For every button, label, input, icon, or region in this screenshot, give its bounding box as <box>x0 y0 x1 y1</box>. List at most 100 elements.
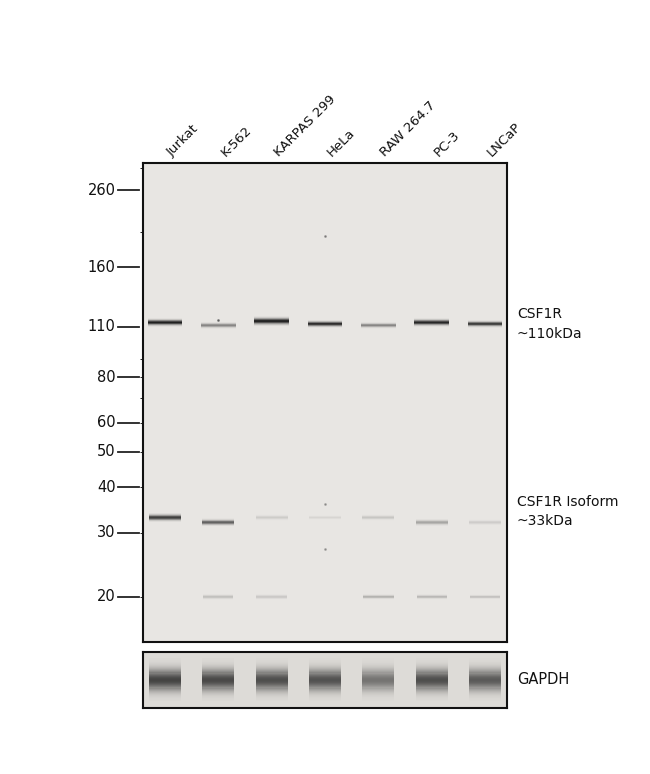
Bar <box>469 673 501 675</box>
Bar <box>469 671 501 673</box>
Bar <box>469 696 501 697</box>
Bar <box>469 693 501 694</box>
Bar <box>416 689 448 690</box>
Bar <box>255 697 287 698</box>
Bar <box>255 662 287 663</box>
Bar <box>469 668 501 670</box>
Bar <box>149 673 181 675</box>
Bar <box>255 681 287 682</box>
Bar <box>416 683 448 684</box>
Bar <box>309 689 341 690</box>
Bar <box>255 666 287 667</box>
Bar <box>363 699 395 700</box>
Bar <box>469 670 501 671</box>
Bar <box>202 689 234 690</box>
Bar <box>363 693 395 694</box>
Bar <box>363 661 395 662</box>
Bar <box>416 666 448 667</box>
Bar <box>363 685 395 687</box>
Bar <box>255 693 287 694</box>
Bar <box>469 692 501 693</box>
Bar <box>363 684 395 685</box>
Bar <box>149 664 181 665</box>
Bar <box>416 694 448 695</box>
Bar <box>363 665 395 666</box>
Bar <box>202 682 234 683</box>
Bar <box>202 665 234 666</box>
Bar <box>149 676 181 678</box>
Bar <box>469 698 501 699</box>
Bar <box>469 663 501 664</box>
Text: 20: 20 <box>97 589 116 604</box>
Bar <box>469 664 501 665</box>
Bar <box>416 659 448 661</box>
Bar <box>416 673 448 675</box>
Bar <box>149 690 181 692</box>
Bar <box>309 694 341 695</box>
Bar <box>202 663 234 664</box>
Bar <box>149 683 181 684</box>
Text: LNCaP: LNCaP <box>485 119 525 159</box>
Bar <box>202 698 234 699</box>
Bar <box>149 693 181 694</box>
Bar <box>469 695 501 696</box>
Bar <box>309 684 341 685</box>
Bar <box>416 663 448 664</box>
Bar <box>149 682 181 683</box>
Bar <box>363 666 395 667</box>
Bar <box>416 692 448 693</box>
Bar <box>202 692 234 693</box>
Text: HeLa: HeLa <box>325 126 358 159</box>
Bar <box>202 678 234 679</box>
Bar <box>309 693 341 694</box>
Bar <box>255 683 287 684</box>
Bar <box>149 699 181 700</box>
Bar <box>202 676 234 678</box>
Bar <box>469 690 501 692</box>
Bar <box>469 697 501 698</box>
Bar <box>469 680 501 681</box>
Bar <box>202 673 234 675</box>
Bar <box>363 670 395 671</box>
Text: GAPDH: GAPDH <box>517 673 569 687</box>
Bar <box>309 687 341 689</box>
Bar <box>309 680 341 681</box>
Bar <box>202 681 234 682</box>
Bar <box>202 694 234 695</box>
Bar <box>363 675 395 676</box>
Text: 160: 160 <box>88 260 116 275</box>
Bar <box>255 698 287 699</box>
Bar <box>309 663 341 664</box>
Bar <box>255 664 287 665</box>
Bar <box>469 665 501 666</box>
Bar <box>309 662 341 663</box>
Bar <box>202 661 234 662</box>
Bar <box>255 661 287 662</box>
Bar <box>202 687 234 689</box>
Bar <box>149 679 181 680</box>
Bar <box>416 665 448 666</box>
Bar <box>416 687 448 689</box>
Bar <box>469 682 501 683</box>
Bar <box>149 695 181 696</box>
Bar <box>363 689 395 690</box>
Bar <box>149 685 181 687</box>
Bar <box>363 694 395 695</box>
Bar <box>309 668 341 670</box>
Bar <box>416 678 448 679</box>
Bar <box>149 700 181 701</box>
Bar <box>469 683 501 684</box>
Text: 30: 30 <box>98 525 116 540</box>
Bar <box>363 662 395 663</box>
Bar <box>255 679 287 680</box>
Bar <box>416 696 448 697</box>
Bar <box>149 689 181 690</box>
Bar <box>416 667 448 668</box>
Bar <box>202 666 234 667</box>
Bar <box>309 685 341 687</box>
Bar <box>309 683 341 684</box>
Bar <box>416 698 448 699</box>
Bar <box>469 687 501 689</box>
Bar <box>149 662 181 663</box>
Bar <box>469 694 501 695</box>
